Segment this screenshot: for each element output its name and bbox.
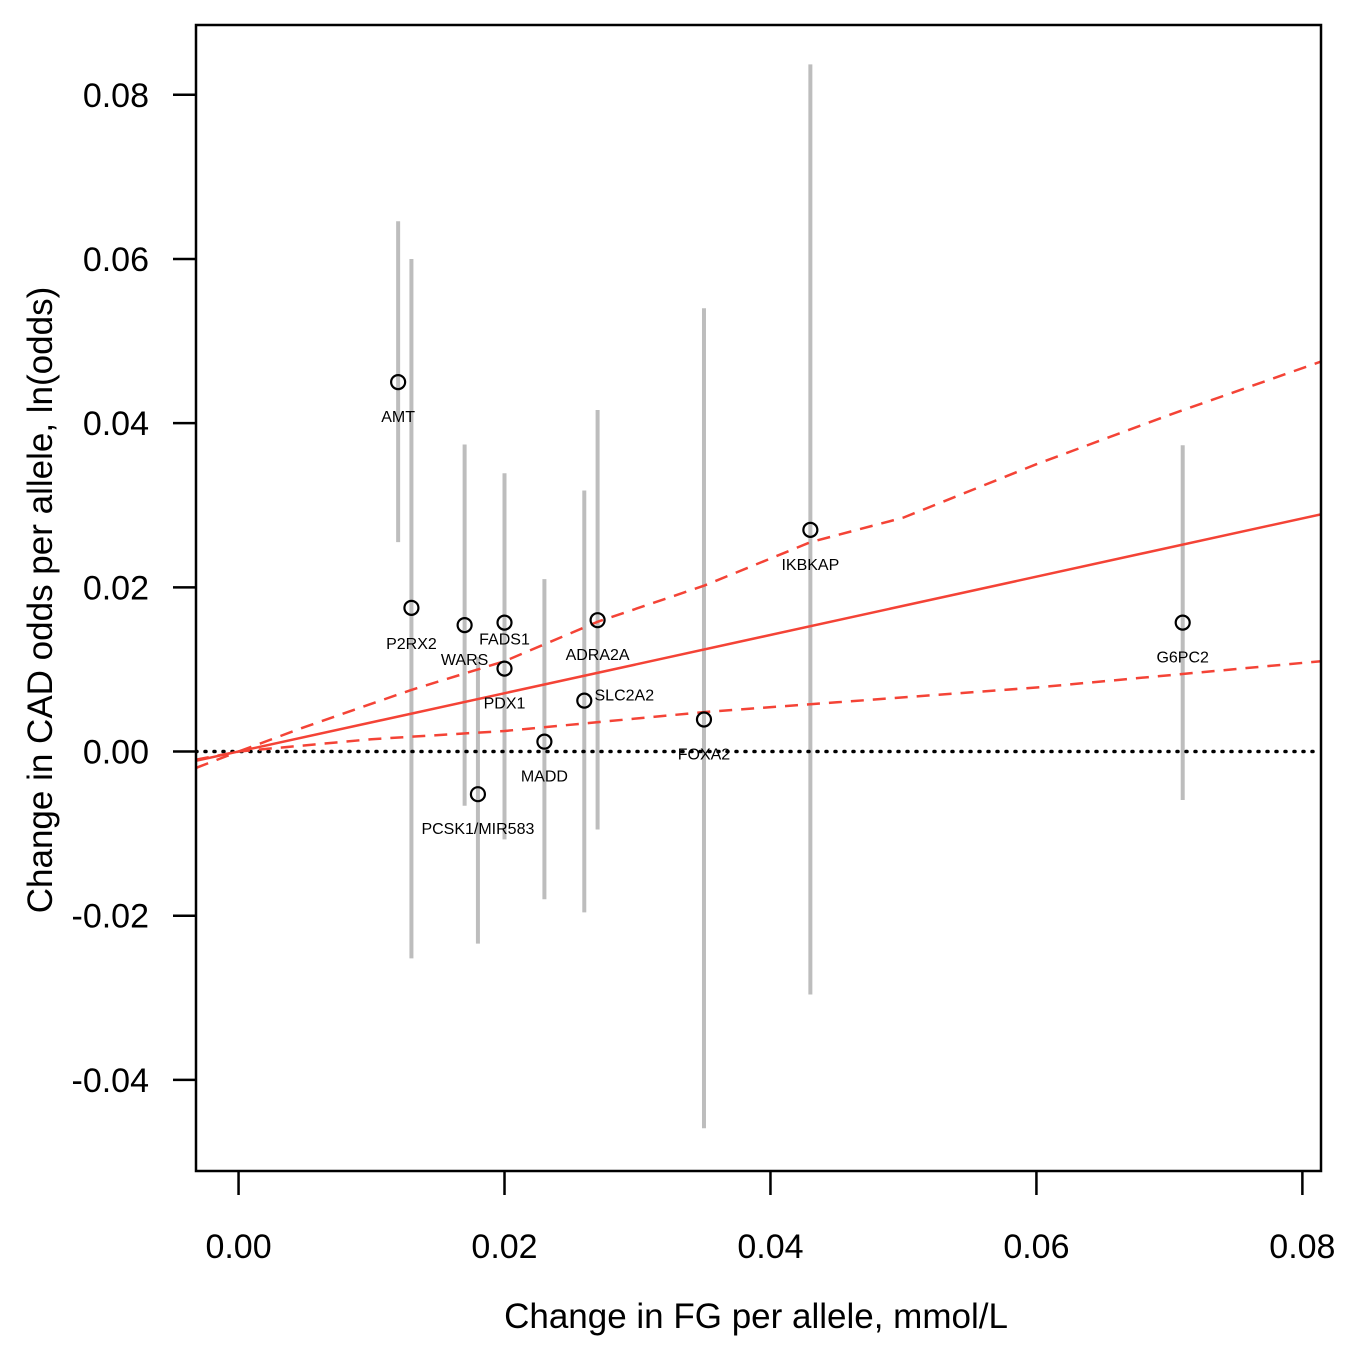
point-label: PDX1 bbox=[484, 696, 526, 713]
x-tick-label: 0.06 bbox=[1003, 1228, 1069, 1266]
y-tick-label: 0.04 bbox=[83, 405, 149, 443]
plot-frame bbox=[194, 23, 1323, 1173]
y-tick-label: -0.02 bbox=[72, 898, 150, 936]
point-label: G6PC2 bbox=[1156, 650, 1209, 667]
data-point bbox=[1174, 614, 1191, 631]
data-point bbox=[390, 373, 407, 391]
regression-lines bbox=[196, 360, 1321, 770]
point-label: WARS bbox=[441, 652, 488, 669]
point-label: AMT bbox=[381, 409, 415, 426]
data-point bbox=[576, 692, 593, 709]
y-tick-label: 0.08 bbox=[83, 77, 149, 115]
data-point bbox=[589, 612, 606, 629]
point-label: IKBKAP bbox=[781, 557, 839, 574]
data-point bbox=[802, 521, 819, 538]
x-tick-label: 0.04 bbox=[737, 1228, 803, 1266]
point-label: ADRA2A bbox=[566, 647, 630, 664]
data-point bbox=[469, 786, 487, 803]
data-point bbox=[403, 599, 420, 616]
point-label: SLC2A2 bbox=[595, 688, 655, 705]
point-label: PCSK1/MIR583 bbox=[421, 821, 534, 838]
data-point bbox=[536, 733, 553, 750]
y-axis: -0.04 -0.02 0.00 0.02 0.04 0.06 0.08 bbox=[72, 77, 196, 1100]
data-point bbox=[456, 616, 473, 634]
point-label: FADS1 bbox=[479, 632, 530, 649]
data-point bbox=[695, 711, 713, 728]
y-tick-label: 0.02 bbox=[83, 569, 149, 607]
x-axis: 0.00 0.02 0.04 0.06 0.08 bbox=[205, 1171, 1335, 1266]
upper-ci-line bbox=[196, 360, 1321, 761]
x-axis-title: Change in FG per allele, mmol/L bbox=[504, 1297, 1008, 1336]
y-tick-label: -0.04 bbox=[72, 1062, 150, 1100]
x-tick-label: 0.02 bbox=[471, 1228, 537, 1266]
y-tick-label: 0.00 bbox=[83, 734, 149, 772]
point-label: P2RX2 bbox=[386, 636, 437, 653]
y-axis-title: Change in CAD odds per allele, ln(odds) bbox=[21, 287, 60, 913]
data-points bbox=[390, 373, 1191, 803]
point-label: FOXA2 bbox=[678, 746, 731, 763]
y-tick-label: 0.06 bbox=[83, 241, 149, 279]
data-point bbox=[496, 660, 513, 677]
error-bars bbox=[396, 64, 1185, 1129]
fit-line bbox=[196, 513, 1321, 763]
point-label: MADD bbox=[521, 769, 568, 786]
x-tick-label: 0.08 bbox=[1269, 1228, 1335, 1266]
data-point bbox=[496, 614, 513, 631]
x-tick-label: 0.00 bbox=[205, 1228, 271, 1266]
